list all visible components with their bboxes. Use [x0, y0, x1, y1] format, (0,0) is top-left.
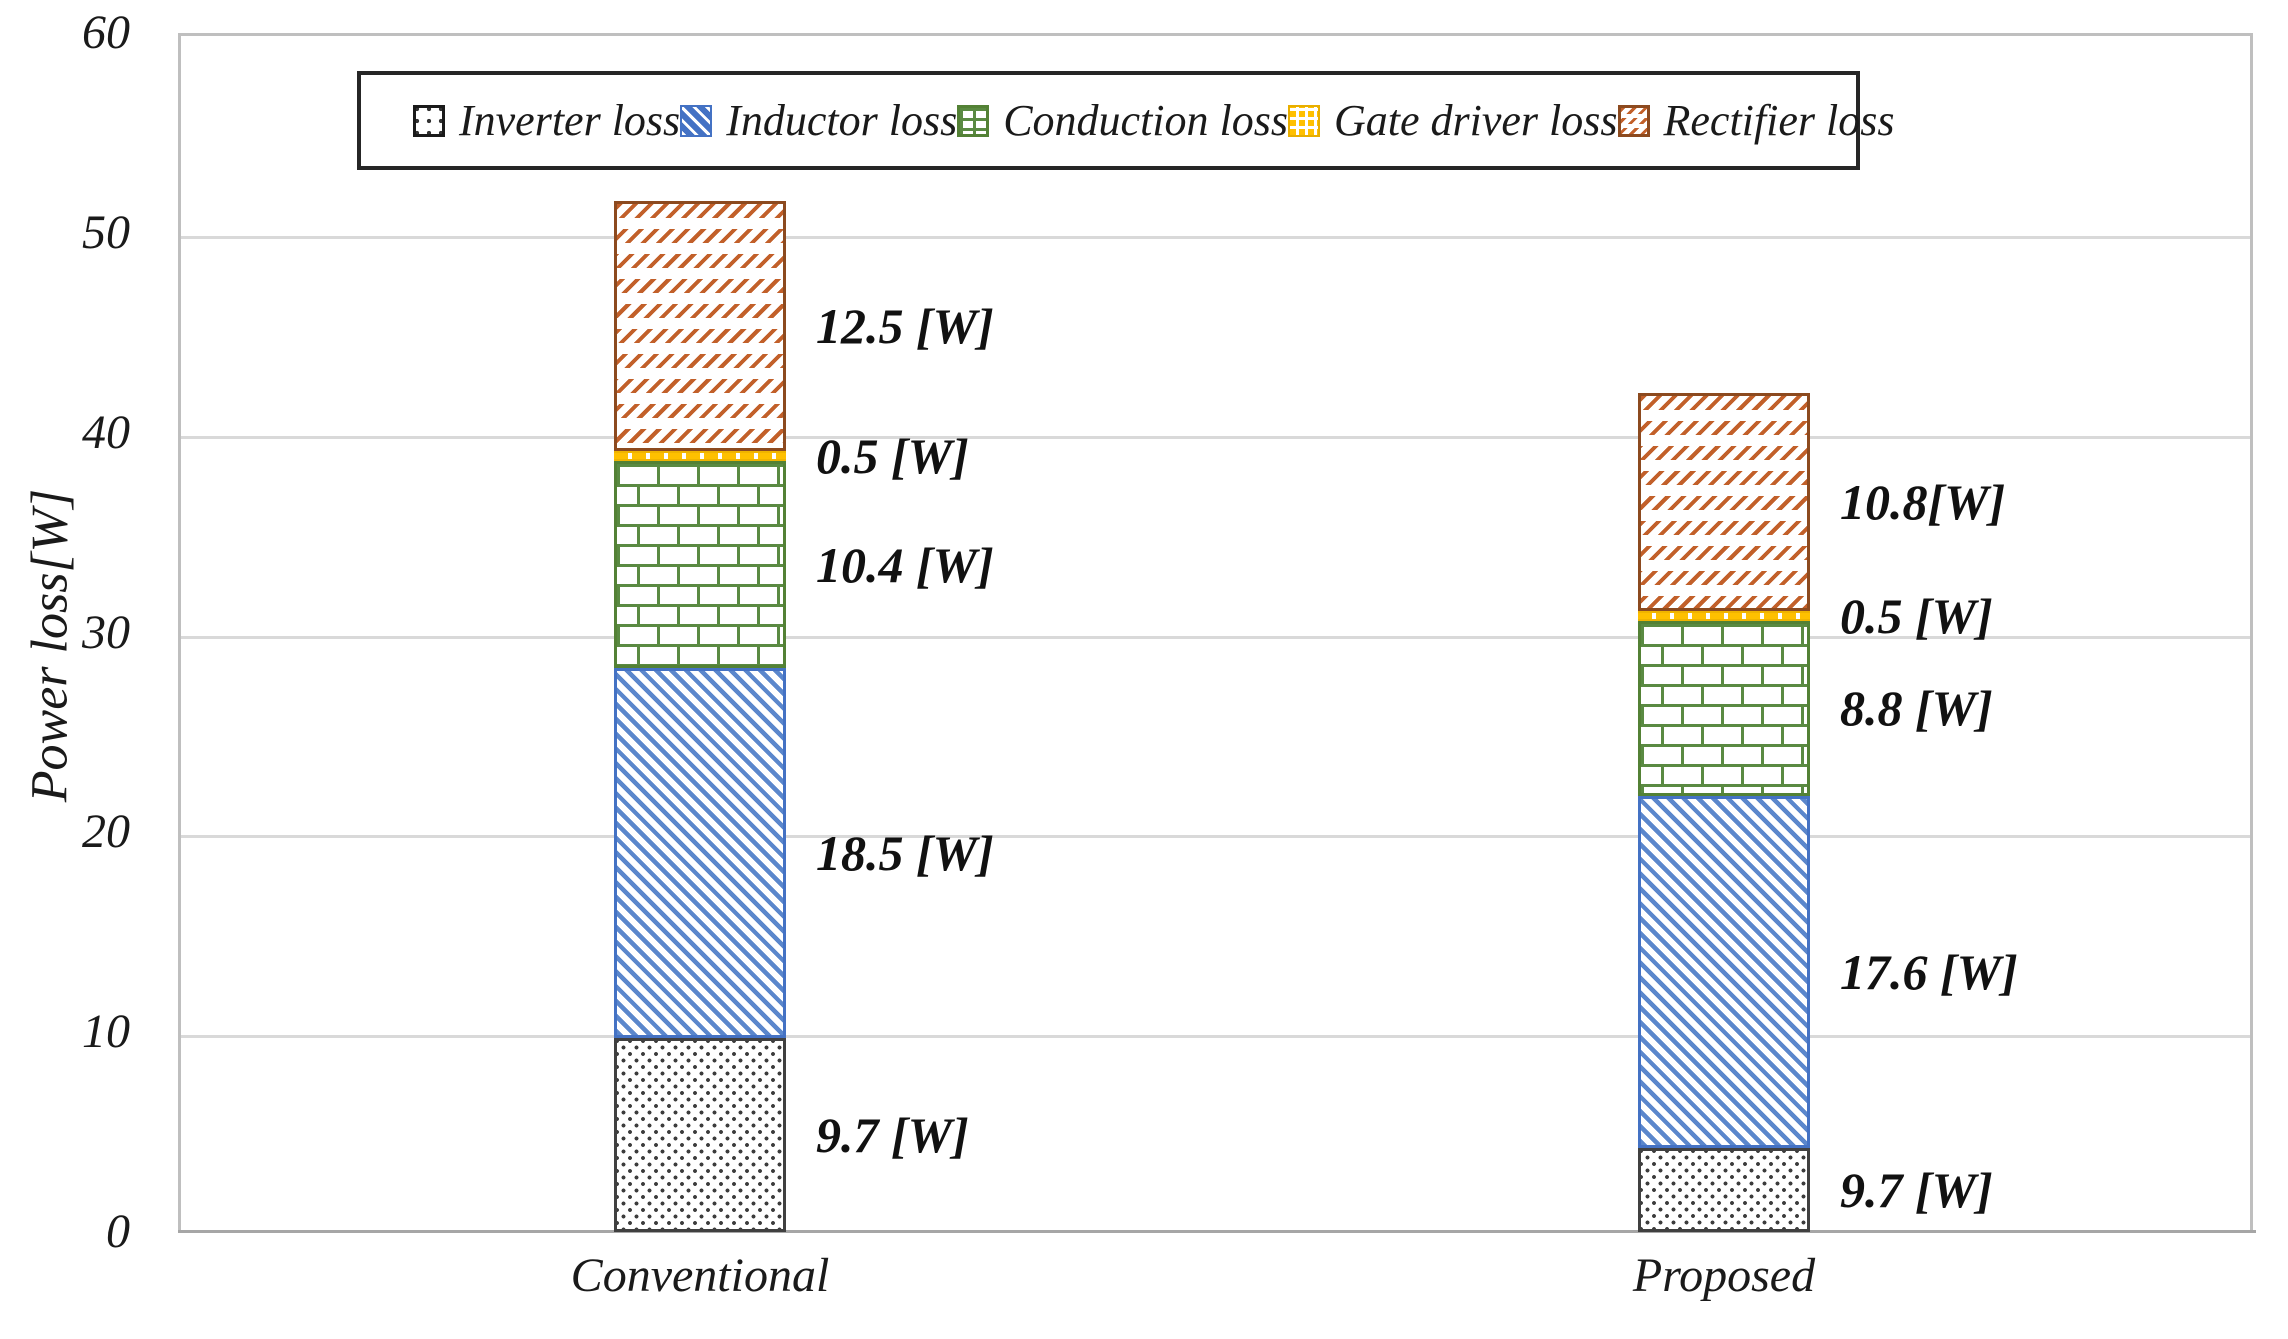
value-label-conventional-inductor-loss: 18.5 [W]: [816, 825, 994, 882]
y-tick-label-60: 60: [82, 6, 130, 59]
legend-item-rectifier-loss: Rectifier loss: [1617, 95, 1895, 146]
value-label-conventional-rectifier-loss: 12.5 [W]: [816, 297, 994, 354]
orange-dash-hatch-swatch-icon: [1617, 104, 1650, 137]
legend-label: Inverter loss: [459, 96, 681, 145]
black-dots-swatch-icon: [413, 104, 445, 137]
bar-segment-conventional-inductor-loss: [614, 668, 786, 1039]
gridline-20: [181, 835, 2250, 839]
value-label-conventional-inverter-loss: 9.7 [W]: [816, 1107, 969, 1164]
legend-item-inductor-loss: Inductor loss: [680, 95, 957, 146]
bar-segment-proposed-conduction-loss: [1638, 620, 1810, 797]
bar-proposed: [1638, 33, 1810, 1232]
legend-item-inverter-loss: Inverter loss: [413, 95, 680, 146]
y-tick-label-0: 0: [106, 1205, 130, 1258]
legend-item-gate-driver-loss: Gate driver loss: [1287, 95, 1618, 146]
bar-conventional: [614, 33, 786, 1232]
legend-label: Gate driver loss: [1333, 96, 1618, 145]
value-label-conventional-conduction-loss: 10.4 [W]: [816, 536, 994, 593]
gridline-40: [181, 435, 2250, 439]
value-label-proposed-inductor-loss: 17.6 [W]: [1840, 944, 2018, 1001]
bar-segment-proposed-rectifier-loss: [1638, 392, 1810, 611]
value-label-proposed-gate-driver-loss: 0.5 [W]: [1840, 587, 1993, 644]
legend-label: Rectifier loss: [1663, 96, 1895, 145]
value-label-proposed-conduction-loss: 8.8 [W]: [1840, 680, 1993, 737]
bar-segment-conventional-inverter-loss: [614, 1038, 786, 1232]
bar-segment-conventional-rectifier-loss: [614, 200, 786, 451]
x-tick-label-conventional: Conventional: [570, 1249, 830, 1302]
value-label-conventional-gate-driver-loss: 0.5 [W]: [816, 427, 969, 484]
gridline-30: [181, 635, 2250, 639]
bar-segment-conventional-gate-driver-loss: [614, 450, 786, 461]
blue-diagonal-hatch-swatch-icon: [680, 104, 713, 137]
value-label-proposed-rectifier-loss: 10.8[W]: [1840, 473, 2006, 530]
legend-label: Inductor loss: [726, 96, 958, 145]
gold-grid-swatch-icon: [1287, 104, 1320, 137]
x-tick-label-proposed: Proposed: [1632, 1249, 1816, 1302]
plot-area: [178, 33, 2253, 1232]
y-tick-label-40: 40: [82, 405, 130, 459]
bar-segment-proposed-inverter-loss: [1638, 1148, 1810, 1232]
y-tick-label-10: 10: [82, 1005, 130, 1059]
bar-segment-proposed-gate-driver-loss: [1638, 610, 1810, 621]
y-tick-label-30: 30: [82, 605, 130, 659]
gridline-10: [181, 1035, 2250, 1039]
y-tick-label-20: 20: [82, 805, 130, 859]
x-axis-line: [178, 1230, 2256, 1233]
legend-item-conduction-loss: Conduction loss: [957, 95, 1288, 146]
bar-segment-proposed-inductor-loss: [1638, 796, 1810, 1149]
legend-label: Conduction loss: [1003, 96, 1288, 145]
gridline-50: [181, 235, 2250, 239]
legend: Inverter loss Inductor loss Conduction los…: [357, 71, 1894, 170]
green-brick-swatch-icon: [957, 104, 990, 137]
value-label-proposed-inverter-loss: 9.7 [W]: [1840, 1162, 1993, 1219]
bar-segment-conventional-conduction-loss: [614, 460, 786, 669]
y-tick-label-50: 50: [82, 205, 130, 259]
